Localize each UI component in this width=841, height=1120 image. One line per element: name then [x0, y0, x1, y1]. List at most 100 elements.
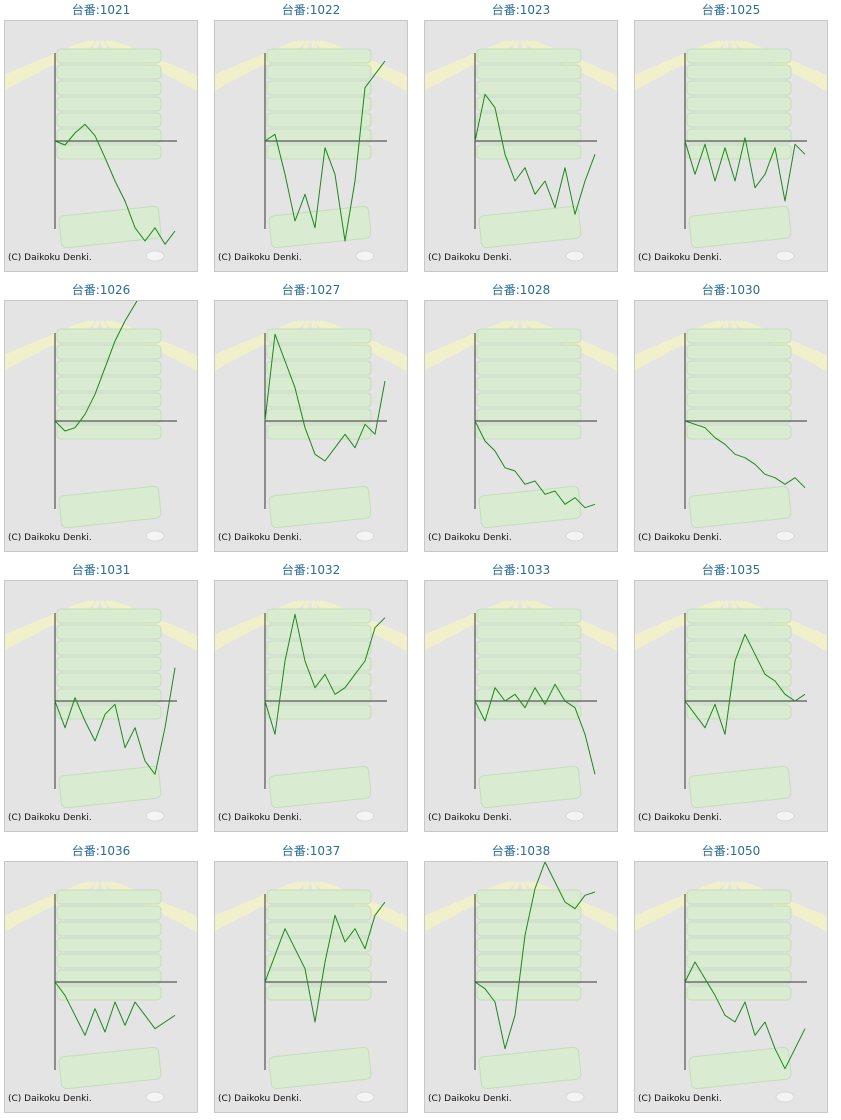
chart-title[interactable]: 台番:1021	[71, 3, 131, 17]
chart-title[interactable]: 台番:1035	[701, 563, 761, 577]
chart-frame: (C) Daikoku Denki.	[634, 861, 828, 1113]
copyright-text: (C) Daikoku Denki.	[638, 533, 722, 543]
background-trays	[266, 48, 372, 249]
copyright-text: (C) Daikoku Denki.	[638, 813, 722, 823]
series-line	[264, 901, 386, 1023]
chart-svg	[635, 21, 827, 271]
series-line	[684, 633, 806, 735]
chart-title[interactable]: 台番:1028	[491, 283, 551, 297]
background-trays	[56, 328, 162, 529]
chart-frame: (C) Daikoku Denki.	[634, 580, 828, 832]
chart-svg	[215, 21, 407, 271]
chart-title[interactable]: 台番:1026	[71, 283, 131, 297]
chart-svg	[635, 301, 827, 551]
background-trays	[56, 48, 162, 249]
chart-frame: (C) Daikoku Denki.	[214, 580, 408, 832]
chart-svg	[215, 301, 407, 551]
copyright-text: (C) Daikoku Denki.	[8, 813, 92, 823]
chart-svg	[5, 581, 197, 831]
coin-icon	[775, 810, 795, 822]
chart-frame: (C) Daikoku Denki.	[214, 20, 408, 272]
coin-icon	[565, 1091, 585, 1103]
copyright-text: (C) Daikoku Denki.	[428, 533, 512, 543]
chart-frame: (C) Daikoku Denki.	[4, 580, 198, 832]
copyright-text: (C) Daikoku Denki.	[638, 1094, 722, 1104]
coin-icon	[355, 1091, 375, 1103]
series-line	[264, 333, 386, 462]
chart-frame: (C) Daikoku Denki.	[4, 861, 198, 1113]
chart-title[interactable]: 台番:1036	[71, 844, 131, 858]
chart-svg	[635, 862, 827, 1112]
series-line	[264, 60, 386, 242]
chart-svg	[215, 862, 407, 1112]
chart-frame: (C) Daikoku Denki.	[424, 861, 618, 1113]
background-trays	[476, 608, 582, 809]
background-trays	[476, 889, 582, 1090]
series-line	[474, 420, 596, 509]
series-line	[474, 683, 596, 775]
chart-frame: (C) Daikoku Denki.	[4, 300, 198, 552]
copyright-text: (C) Daikoku Denki.	[218, 813, 302, 823]
chart-svg	[425, 581, 617, 831]
chart-frame: (C) Daikoku Denki.	[214, 300, 408, 552]
chart-title[interactable]: 台番:1033	[491, 563, 551, 577]
chart-title[interactable]: 台番:1022	[281, 3, 341, 17]
copyright-text: (C) Daikoku Denki.	[8, 1094, 92, 1104]
chart-frame: (C) Daikoku Denki.	[214, 861, 408, 1113]
copyright-text: (C) Daikoku Denki.	[428, 813, 512, 823]
chart-title[interactable]: 台番:1030	[701, 283, 761, 297]
coin-icon	[145, 810, 165, 822]
chart-frame: (C) Daikoku Denki.	[424, 20, 618, 272]
coin-icon	[775, 530, 795, 542]
coin-icon	[355, 250, 375, 262]
copyright-text: (C) Daikoku Denki.	[428, 1094, 512, 1104]
chart-svg	[215, 581, 407, 831]
chart-title[interactable]: 台番:1037	[281, 844, 341, 858]
series-line	[54, 123, 176, 245]
chart-title[interactable]: 台番:1038	[491, 844, 551, 858]
copyright-text: (C) Daikoku Denki.	[218, 533, 302, 543]
chart-svg	[425, 301, 617, 551]
chart-svg	[635, 581, 827, 831]
series-line	[474, 862, 596, 1050]
chart-title[interactable]: 台番:1032	[281, 563, 341, 577]
chart-frame: (C) Daikoku Denki.	[634, 300, 828, 552]
chart-title[interactable]: 台番:1025	[701, 3, 761, 17]
background-trays	[266, 889, 372, 1090]
coin-icon	[775, 1091, 795, 1103]
series-line	[54, 981, 176, 1036]
chart-svg	[5, 862, 197, 1112]
chart-svg	[5, 21, 197, 271]
background-trays	[686, 328, 792, 529]
copyright-text: (C) Daikoku Denki.	[8, 253, 92, 263]
background-trays	[56, 608, 162, 809]
chart-frame: (C) Daikoku Denki.	[634, 20, 828, 272]
series-line	[684, 137, 806, 202]
series-line	[54, 667, 176, 775]
background-trays	[476, 328, 582, 529]
background-trays	[686, 608, 792, 809]
background-trays	[686, 48, 792, 249]
copyright-text: (C) Daikoku Denki.	[218, 1094, 302, 1104]
coin-icon	[565, 250, 585, 262]
copyright-text: (C) Daikoku Denki.	[428, 253, 512, 263]
coin-icon	[355, 530, 375, 542]
chart-title[interactable]: 台番:1027	[281, 283, 341, 297]
series-line	[474, 93, 596, 215]
copyright-text: (C) Daikoku Denki.	[8, 533, 92, 543]
series-line	[54, 301, 138, 432]
series-line	[264, 613, 386, 735]
chart-title[interactable]: 台番:1050	[701, 844, 761, 858]
chart-title[interactable]: 台番:1031	[71, 563, 131, 577]
coin-icon	[145, 530, 165, 542]
chart-frame: (C) Daikoku Denki.	[424, 300, 618, 552]
chart-svg	[5, 301, 197, 551]
chart-title[interactable]: 台番:1023	[491, 3, 551, 17]
background-trays	[266, 608, 372, 809]
series-line	[684, 420, 806, 489]
coin-icon	[145, 250, 165, 262]
chart-svg	[425, 862, 617, 1112]
chart-frame: (C) Daikoku Denki.	[424, 580, 618, 832]
background-trays	[476, 48, 582, 249]
